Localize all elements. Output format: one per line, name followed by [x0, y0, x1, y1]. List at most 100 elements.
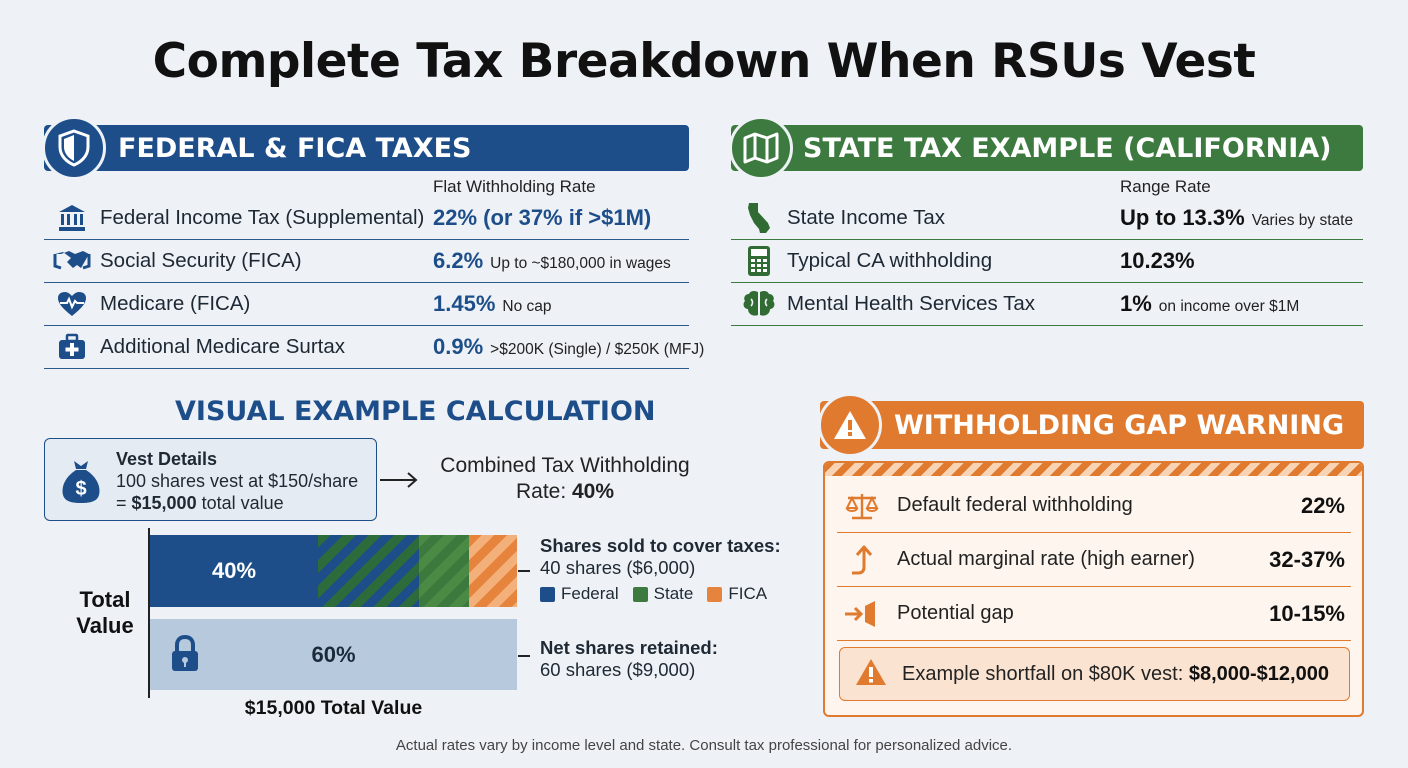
bar-segment-state: [419, 535, 469, 607]
federal-row-rate: 1.45%: [433, 291, 496, 316]
state-row-name: Mental Health Services Tax: [787, 292, 1036, 315]
net-shares-percent: 60%: [311, 641, 356, 667]
california-icon: [731, 201, 787, 235]
shortfall-prefix: Example shortfall on $80K vest:: [902, 662, 1189, 685]
footnote: Actual rates vary by income level and st…: [395, 737, 1013, 754]
vest-line-2: = $15,000 total value: [116, 493, 284, 514]
alert-icon: [854, 657, 888, 692]
money-bag-icon: $: [59, 457, 103, 510]
federal-row: Additional Medicare Surtax 0.9% >$200K (S…: [44, 326, 704, 369]
total-value-caption: $15,000 Total Value: [244, 697, 423, 719]
warning-row-value: 32-37%: [1269, 546, 1345, 572]
state-row-name: Typical CA withholding: [787, 249, 993, 272]
federal-row: Social Security (FICA) 6.2% Up to ~$180,0…: [44, 240, 689, 283]
warning-icon: [818, 393, 882, 457]
state-column-header: Range Rate: [1120, 177, 1211, 196]
federal-section-header: FEDERAL & FICA TAXES: [42, 116, 689, 180]
legend-swatch: [632, 586, 648, 602]
legend-label: FICA: [728, 584, 768, 603]
state-row-rate: 1%: [1120, 291, 1152, 316]
total-value-axis-label: Total Value: [60, 587, 150, 639]
state-row: State Income Tax Up to 13.3% Varies by st…: [731, 197, 1363, 240]
warning-row-label: Actual marginal rate (high earner): [897, 548, 1195, 570]
state-row-rate: Up to 13.3%: [1120, 205, 1245, 230]
state-row: Typical CA withholding 10.23%: [731, 240, 1363, 283]
scale-icon: [837, 491, 887, 521]
vest-line-2-prefix: =: [116, 493, 132, 513]
federal-column-header: Flat Withholding Rate: [433, 177, 596, 196]
federal-row-note: No cap: [502, 298, 552, 315]
vest-total-value: $15,000: [131, 493, 197, 513]
warning-row: Actual marginal rate (high earner) 32-37…: [837, 533, 1351, 587]
handshake-icon: [44, 248, 100, 274]
legend-label: Federal: [561, 584, 619, 603]
map-icon: [729, 116, 793, 180]
legend-label: State: [653, 584, 694, 603]
arrow-up-icon: [837, 543, 887, 577]
warning-row-value: 10-15%: [1269, 600, 1345, 626]
federal-heading: FEDERAL & FICA TAXES: [118, 132, 472, 164]
tax-bar: 40%: [150, 535, 517, 607]
shares-sold-title: Shares sold to cover taxes:: [540, 535, 781, 556]
federal-row-name: Federal Income Tax (Supplemental): [100, 206, 425, 229]
federal-row-note: >$200K (Single) / $250K (MFJ): [490, 341, 705, 358]
bar-segment-federal-hatched: [318, 535, 419, 607]
warning-stripe: [825, 463, 1362, 476]
net-shares-bar: 60%: [150, 619, 517, 690]
state-row-rate: 10.23%: [1120, 248, 1195, 273]
combined-line-1: Combined Tax Withholding: [440, 454, 690, 477]
warning-heading: WITHHOLDING GAP WARNING: [894, 409, 1345, 441]
federal-row-rate: 6.2%: [433, 248, 484, 273]
federal-row: Medicare (FICA) 1.45% No cap: [44, 283, 689, 326]
gap-icon: [837, 598, 887, 630]
warning-box: Default federal withholding 22% Actual m…: [823, 461, 1364, 717]
bank-icon: [44, 203, 100, 233]
state-section-header: STATE TAX EXAMPLE (CALIFORNIA): [729, 116, 1363, 180]
legend-swatch: [540, 586, 555, 602]
legend-item-fica: FICA: [707, 584, 767, 604]
federal-row-note: Up to ~$180,000 in wages: [490, 255, 671, 272]
bar-segment-federal: 40%: [150, 535, 318, 607]
brain-icon: [731, 289, 787, 319]
net-shares-detail: 60 shares ($9,000): [540, 659, 696, 680]
calculator-icon: [731, 245, 787, 277]
federal-row-rate: 0.9%: [433, 334, 484, 359]
shares-sold-detail: 40 shares ($6,000): [540, 557, 696, 578]
vest-details-box: $ Vest Details 100 shares vest at $150/s…: [44, 438, 377, 521]
leader-line: [518, 570, 530, 572]
leader-line: [518, 655, 530, 657]
legend-swatch: [707, 586, 723, 602]
state-row-note: Varies by state: [1251, 212, 1354, 229]
warning-row: Default federal withholding 22%: [837, 479, 1351, 533]
legend-item-federal: Federal: [540, 584, 619, 604]
warning-row-label: Default federal withholding: [897, 494, 1133, 516]
combined-rate-value: 40%: [572, 480, 615, 503]
warning-row-label: Potential gap: [897, 602, 1014, 624]
total-label-line-1: Total: [79, 587, 131, 612]
bar-legend: Federal State FICA: [540, 584, 767, 604]
net-shares-title: Net shares retained:: [540, 637, 718, 658]
federal-row-rate: 22% (or 37% if >$1M): [433, 205, 652, 230]
visual-example-heading: VISUAL EXAMPLE CALCULATION: [175, 396, 656, 427]
warning-row-value: 22%: [1300, 492, 1345, 518]
combined-rate-label: Combined Tax Withholding Rate: 40%: [420, 453, 710, 505]
federal-row-name: Social Security (FICA): [100, 249, 302, 272]
shortfall-callout: Example shortfall on $80K vest: $8,000-$…: [839, 647, 1350, 701]
bar-segment-fica: [469, 535, 517, 607]
vest-line-2-suffix: total value: [196, 493, 284, 513]
state-row-name: State Income Tax: [787, 206, 946, 229]
state-row-note: on income over $1M: [1158, 298, 1300, 315]
page-title: Complete Tax Breakdown When RSUs Vest: [152, 34, 1256, 89]
shield-icon: [42, 116, 106, 180]
bar-axis: [148, 528, 150, 698]
combined-line-2-prefix: Rate:: [515, 480, 572, 503]
heartbeat-icon: [44, 290, 100, 318]
arrow-right-icon: [380, 472, 418, 488]
state-heading: STATE TAX EXAMPLE (CALIFORNIA): [803, 132, 1332, 164]
svg-text:$: $: [75, 478, 86, 500]
lock-icon: [170, 634, 200, 678]
vest-line-1: 100 shares vest at $150/share: [116, 471, 359, 491]
federal-row-name: Additional Medicare Surtax: [100, 335, 345, 358]
state-row: Mental Health Services Tax 1% on income o…: [731, 283, 1363, 326]
total-label-line-2: Value: [76, 613, 134, 638]
